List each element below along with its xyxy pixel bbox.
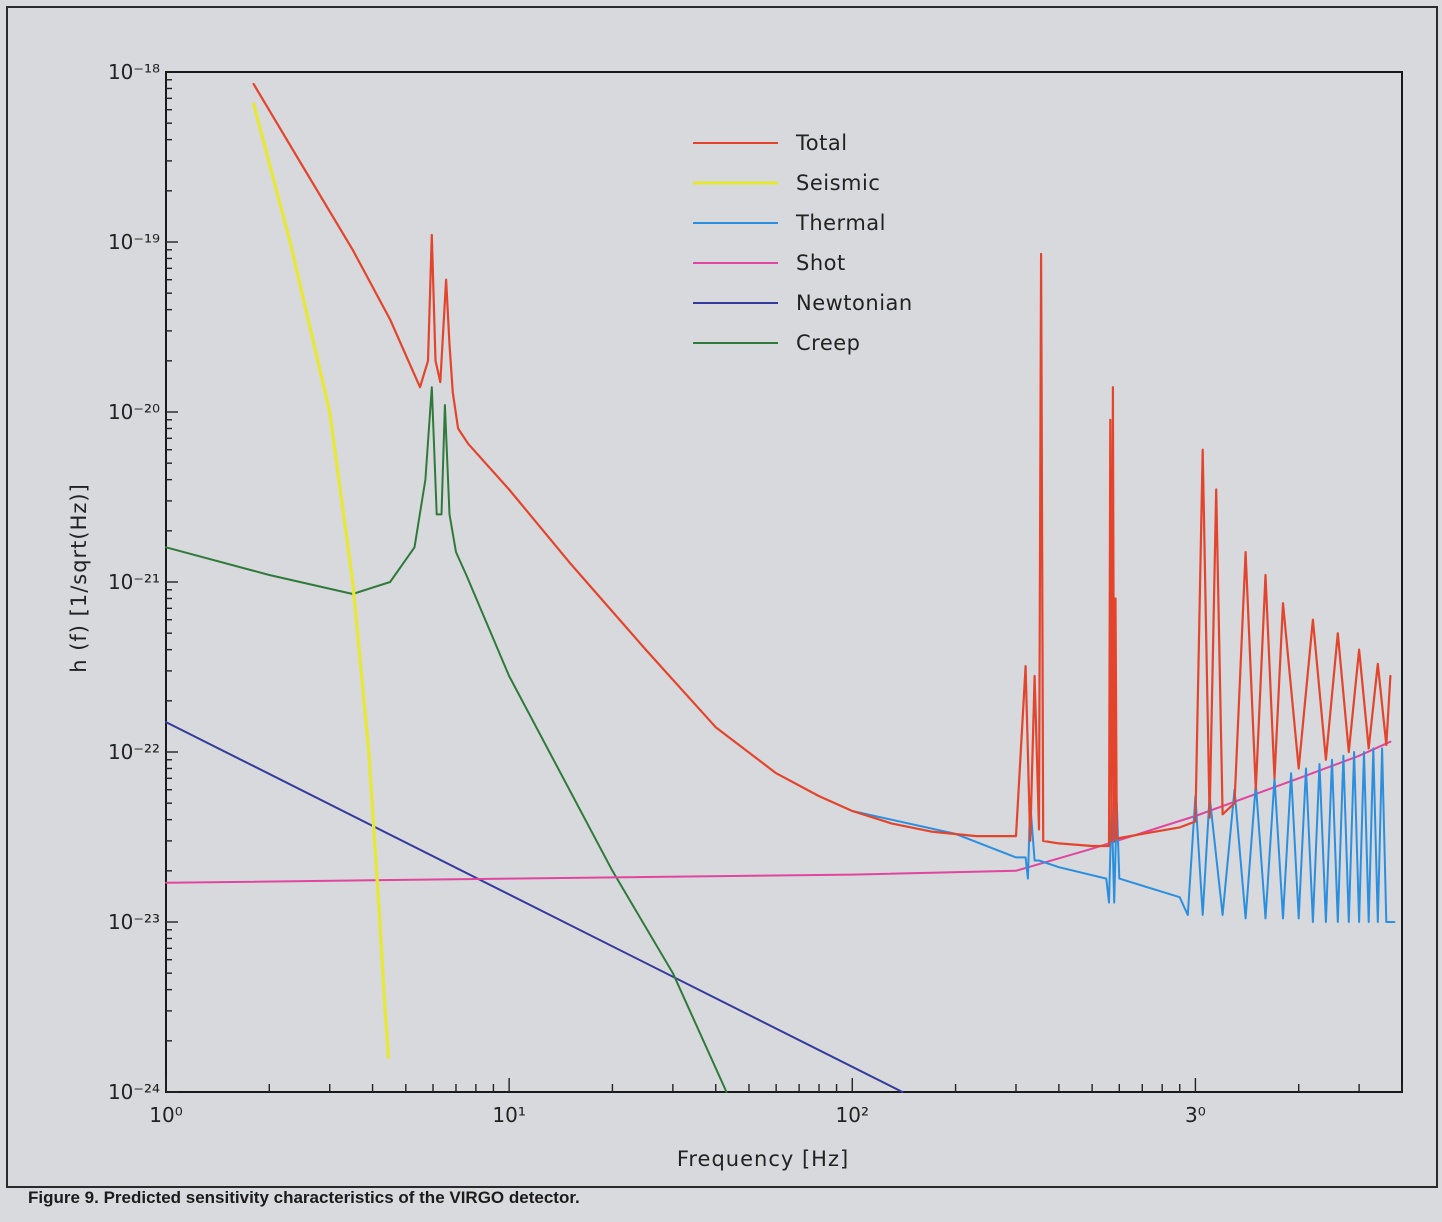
series-line-newtonian [165,721,904,1093]
x-tick-label: 10² [836,1103,869,1127]
y-tick-label: 10⁻²³ [108,910,160,934]
series-line-total [252,82,1392,848]
y-tick-label: 10⁻²² [108,740,160,764]
x-tick-label: 3⁰ [1185,1103,1206,1127]
legend-label-shot: Shot [796,251,846,275]
figure-caption: Figure 9. Predicted sensitivity characte… [28,1188,580,1207]
series-line-shot [165,740,1392,884]
series-line-creep [165,386,728,1093]
series-line-thermal [851,747,1396,923]
x-tick-label: 10⁰ [149,1103,182,1127]
legend-label-thermal: Thermal [795,211,886,235]
y-tick-label: 10⁻²⁴ [108,1080,160,1104]
x-axis-title: Frequency [Hz] [677,1147,849,1171]
y-tick-label: 10⁻¹⁸ [108,60,160,84]
legend: Total Seismic Thermal Shot Newtonian Creep [693,131,913,355]
y-tick-label: 10⁻²⁰ [108,400,160,424]
y-tick-label: 10⁻¹⁹ [108,230,160,254]
legend-label-newtonian: Newtonian [796,291,913,315]
figure-panel: 10⁻¹⁸ 10⁻¹⁹ 10⁻²⁰ 10⁻²¹ 10⁻²² 10⁻²³ 10⁻²⁴ 10⁰ 10… [6,6,1438,1188]
legend-label-creep: Creep [796,331,861,355]
y-tick-label: 10⁻²¹ [108,570,160,594]
legend-label-total: Total [795,131,848,155]
legend-label-seismic: Seismic [796,171,880,195]
x-tick-label: 10¹ [492,1103,525,1127]
series-line-seismic [252,102,391,1059]
y-axis-title: h (f) [1/sqrt(Hz)] [67,483,91,673]
